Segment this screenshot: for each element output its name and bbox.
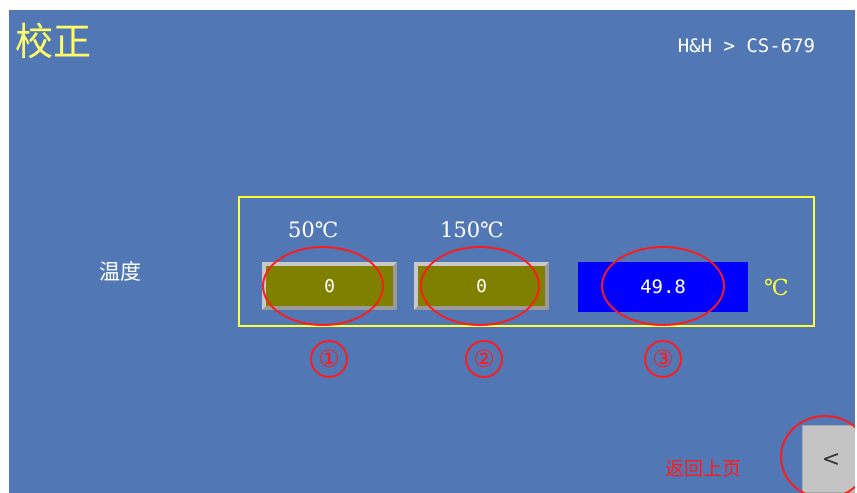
breadcrumb: H&H > CS-679 <box>677 35 815 57</box>
back-label: 返回上页 <box>665 458 742 480</box>
calibration-50c-input[interactable]: 0 <box>262 262 397 310</box>
calibration-screen: 校正 H&H > CS-679 温度 50℃ 150℃ 0 0 49.8 ℃ ①… <box>9 10 855 493</box>
current-temperature-display: 49.8 <box>578 262 748 312</box>
chevron-left-icon: < <box>821 446 841 472</box>
unit-celsius: ℃ <box>764 276 789 301</box>
label-150c: 150℃ <box>440 218 504 242</box>
annotation-marker-1: ① <box>310 340 348 378</box>
label-50c: 50℃ <box>288 218 339 242</box>
back-button[interactable]: < <box>802 425 855 493</box>
temperature-row-label: 温度 <box>99 260 141 284</box>
annotation-marker-2: ② <box>465 340 503 378</box>
calibration-panel-frame <box>238 196 815 327</box>
calibration-150c-input[interactable]: 0 <box>414 262 549 310</box>
page-title: 校正 <box>15 20 92 64</box>
annotation-marker-3: ③ <box>644 340 682 378</box>
